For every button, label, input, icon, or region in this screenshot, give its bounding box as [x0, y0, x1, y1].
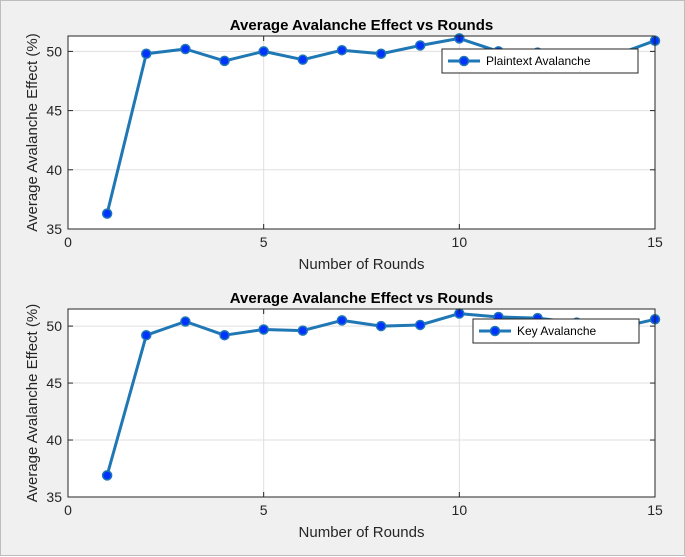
y-tick-label: 40 — [46, 162, 62, 178]
legend-marker — [489, 325, 501, 337]
legend-marker — [458, 55, 470, 67]
y-tick-label: 45 — [46, 103, 62, 119]
data-point — [258, 324, 269, 335]
data-point — [414, 319, 426, 331]
y-axis-label: Average Avalanche Effect (%) — [24, 304, 41, 502]
x-tick-label: 5 — [260, 502, 268, 518]
y-tick-label: 40 — [46, 432, 62, 448]
chart-title: Average Avalanche Effect vs Rounds — [230, 290, 493, 307]
data-point — [336, 44, 348, 56]
data-point — [258, 46, 269, 57]
chart-title: Average Avalanche Effect vs Rounds — [230, 17, 493, 34]
x-axis-label: Number of Rounds — [299, 256, 425, 273]
y-tick-label: 50 — [46, 318, 62, 334]
x-tick-label: 10 — [452, 502, 468, 518]
x-tick-label: 0 — [64, 502, 72, 518]
x-tick-label: 0 — [64, 234, 72, 250]
x-tick-label: 15 — [647, 234, 663, 250]
data-point — [180, 316, 191, 327]
data-point — [336, 315, 348, 326]
data-point — [297, 325, 309, 336]
legend-label: Key Avalanche — [517, 324, 596, 338]
legend: Plaintext Avalanche — [441, 48, 639, 74]
y-axis-label: Average Avalanche Effect (%) — [24, 33, 41, 231]
data-point — [101, 208, 113, 219]
y-tick-label: 45 — [46, 375, 62, 391]
data-point — [414, 40, 426, 51]
x-tick-label: 10 — [452, 234, 468, 250]
data-point — [141, 329, 152, 341]
data-point — [180, 43, 191, 55]
x-axis-label: Number of Rounds — [299, 524, 425, 541]
data-point — [375, 320, 387, 332]
y-tick-label: 35 — [46, 489, 62, 505]
axes-box — [67, 308, 656, 498]
x-tick-label: 15 — [647, 502, 663, 518]
axes-box — [67, 35, 656, 230]
data-point — [219, 55, 230, 67]
y-tick-label: 35 — [46, 221, 62, 237]
legend: Key Avalanche — [472, 318, 640, 344]
chart-2: 0 5 10 15 35 40 45 50 Average Avalanche Effect v… — [24, 290, 663, 541]
data-point — [375, 48, 387, 60]
legend-label: Plaintext Avalanche — [486, 54, 591, 68]
y-tick-label: 50 — [46, 43, 62, 59]
data-point — [101, 470, 113, 481]
x-tick-label: 5 — [260, 234, 268, 250]
data-point — [141, 48, 152, 60]
data-point — [219, 329, 230, 341]
chart-1: 0 5 10 15 35 40 45 50 Average Avalanche Effect v… — [24, 17, 663, 273]
data-point — [297, 54, 309, 65]
